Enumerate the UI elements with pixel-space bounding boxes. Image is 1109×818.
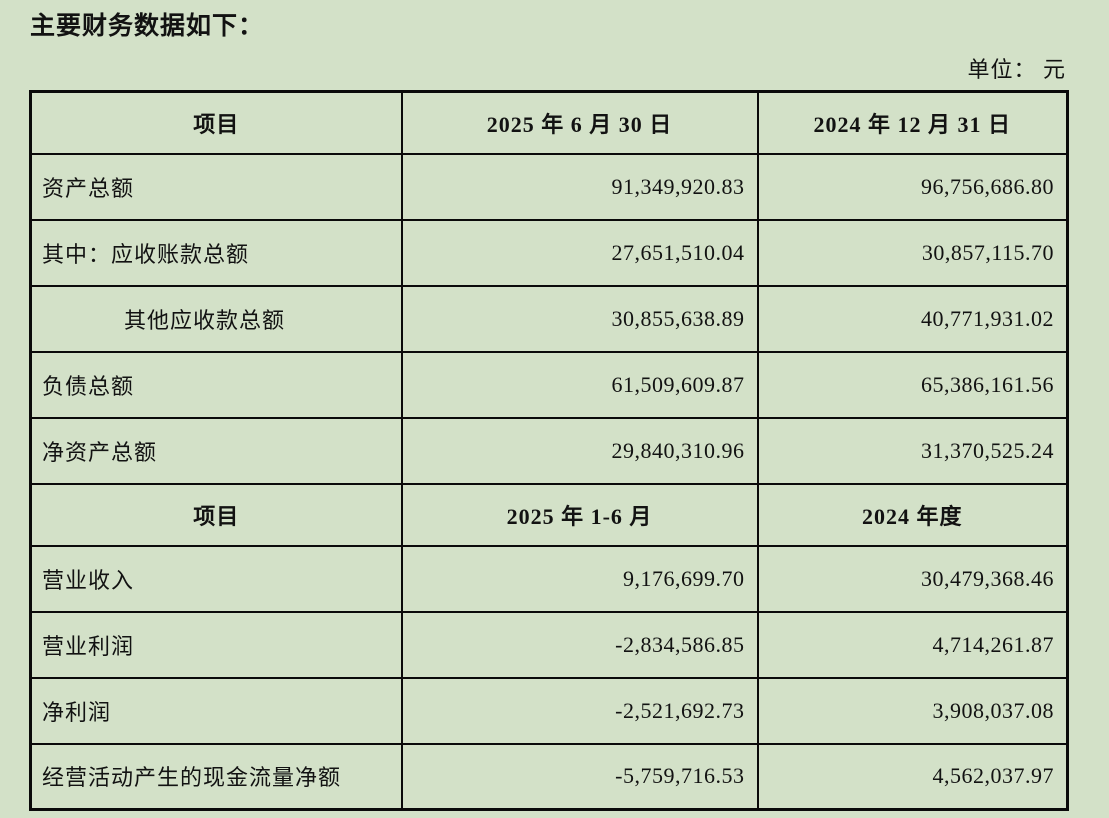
value-cell: 3,908,037.08 <box>756 676 1069 745</box>
row-label: 资产总额 <box>29 152 403 221</box>
row-label: 其中：应收账款总额 <box>29 218 403 287</box>
value-cell: 4,714,261.87 <box>756 610 1069 679</box>
header-period-2024-annual: 2024 年度 <box>756 482 1069 547</box>
table-row-net-profit: 净利润 -2,521,692.73 3,908,037.08 <box>29 676 1069 745</box>
value-cell: 96,756,686.80 <box>756 152 1069 221</box>
table-header-balance-sheet: 项目 2025 年 6 月 30 日 2024 年 12 月 31 日 <box>29 90 1069 155</box>
header-item: 项目 <box>29 482 403 547</box>
financial-data-table: 项目 2025 年 6 月 30 日 2024 年 12 月 31 日 资产总额… <box>29 90 1069 811</box>
table-row-total-assets: 资产总额 91,349,920.83 96,756,686.80 <box>29 152 1069 221</box>
value-cell: 40,771,931.02 <box>756 284 1069 353</box>
header-date-2025-06-30: 2025 年 6 月 30 日 <box>400 90 759 155</box>
unit-label: 单位： 元 <box>967 57 1066 82</box>
value-cell: -5,759,716.53 <box>400 742 759 811</box>
doc-title: 主要财务数据如下： <box>30 13 265 40</box>
value-cell: 91,349,920.83 <box>400 152 759 221</box>
table-row-other-receivables: 其他应收款总额 30,855,638.89 40,771,931.02 <box>29 284 1069 353</box>
value-cell: 30,857,115.70 <box>756 218 1069 287</box>
row-label: 营业利润 <box>29 610 403 679</box>
value-cell: 27,651,510.04 <box>400 218 759 287</box>
table-row-accounts-receivable: 其中：应收账款总额 27,651,510.04 30,857,115.70 <box>29 218 1069 287</box>
row-label: 负债总额 <box>29 350 403 419</box>
header-date-2024-12-31: 2024 年 12 月 31 日 <box>756 90 1069 155</box>
table-row-total-liabilities: 负债总额 61,509,609.87 65,386,161.56 <box>29 350 1069 419</box>
table-row-operating-profit: 营业利润 -2,834,586.85 4,714,261.87 <box>29 610 1069 679</box>
value-cell: 4,562,037.97 <box>756 742 1069 811</box>
value-cell: 61,509,609.87 <box>400 350 759 419</box>
value-cell: -2,834,586.85 <box>400 610 759 679</box>
value-cell: 30,479,368.46 <box>756 544 1069 613</box>
value-cell: 29,840,310.96 <box>400 416 759 485</box>
header-period-2025-h1: 2025 年 1-6 月 <box>400 482 759 547</box>
value-cell: -2,521,692.73 <box>400 676 759 745</box>
table-header-income-statement: 项目 2025 年 1-6 月 2024 年度 <box>29 482 1069 547</box>
row-label: 营业收入 <box>29 544 403 613</box>
table-row-operating-cash-flow: 经营活动产生的现金流量净额 -5,759,716.53 4,562,037.97 <box>29 742 1069 811</box>
row-label: 其他应收款总额 <box>29 284 403 353</box>
table-row-operating-revenue: 营业收入 9,176,699.70 30,479,368.46 <box>29 544 1069 613</box>
value-cell: 9,176,699.70 <box>400 544 759 613</box>
value-cell: 30,855,638.89 <box>400 284 759 353</box>
row-label: 经营活动产生的现金流量净额 <box>29 742 403 811</box>
value-cell: 65,386,161.56 <box>756 350 1069 419</box>
value-cell: 31,370,525.24 <box>756 416 1069 485</box>
row-label: 净利润 <box>29 676 403 745</box>
row-label: 净资产总额 <box>29 416 403 485</box>
table-row-net-assets: 净资产总额 29,840,310.96 31,370,525.24 <box>29 416 1069 485</box>
header-item: 项目 <box>29 90 403 155</box>
